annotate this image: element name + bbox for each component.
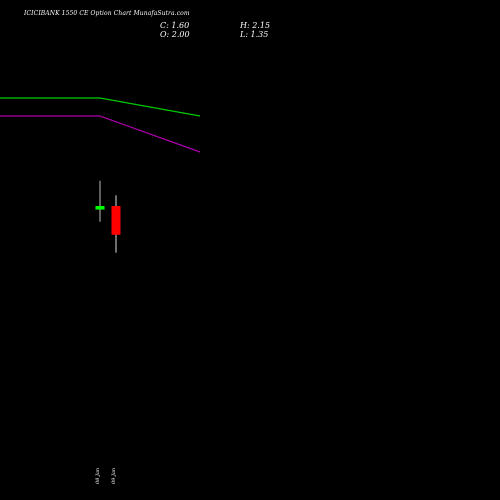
candle-body-2 [111,206,121,235]
chart-title: ICICIBANK 1550 CE Option Chart MunafaSut… [24,10,190,17]
high-value: H: 2.15 [240,21,271,30]
open-value: O: 2.00 [160,30,190,39]
indicator-line-2 [0,115,201,153]
indicator-line-1 [0,97,201,117]
low-value: L: 1.35 [240,30,269,39]
x-tick-label-1: 08 Jan [95,468,101,484]
x-tick-label-2: 09 Jan [111,468,117,484]
candle-body-1 [95,206,105,210]
close-value: C: 1.60 [160,21,190,30]
